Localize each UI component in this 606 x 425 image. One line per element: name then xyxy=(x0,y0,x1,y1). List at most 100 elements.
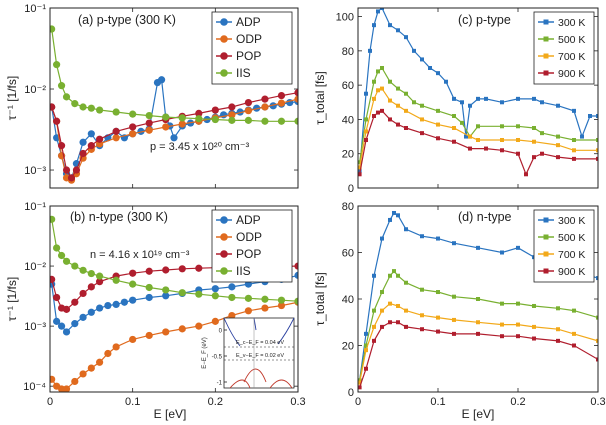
data-point-adp xyxy=(96,304,104,312)
data-point-iis xyxy=(244,116,252,124)
data-point-pop xyxy=(129,123,137,131)
data-point-500-k xyxy=(572,308,576,313)
data-point-700-k xyxy=(436,122,440,127)
data-point-900-k xyxy=(452,139,456,144)
legend-label-700-k: 700 K xyxy=(558,51,585,63)
density-annotation: n = 4.16 x 10¹⁹ cm⁻³ xyxy=(90,249,190,261)
data-point-odp xyxy=(211,317,219,325)
data-point-pop xyxy=(178,265,186,273)
data-point-900-k xyxy=(380,108,384,113)
data-point-300-k xyxy=(452,241,456,246)
data-point-500-k xyxy=(572,138,576,142)
y-tick-label: 0 xyxy=(348,183,354,195)
data-point-900-k xyxy=(376,110,380,115)
data-point-900-k xyxy=(404,126,408,130)
data-point-odp xyxy=(195,322,203,330)
y-tick-label: 10⁻³ xyxy=(24,321,46,333)
data-point-odp xyxy=(178,325,186,333)
data-point-900-k xyxy=(596,156,598,161)
y-tick-label: 10⁻⁴ xyxy=(23,381,46,393)
inset-band-line xyxy=(243,368,267,383)
data-point-500-k xyxy=(532,126,536,130)
data-point-300-k xyxy=(588,114,592,118)
inset-label-conduction: E_c−E_F = 0.04 eV xyxy=(236,340,284,346)
data-point-500-k xyxy=(556,134,560,139)
data-point-pop xyxy=(50,103,56,111)
data-point-700-k xyxy=(396,303,400,308)
legend-swatch-marker-700-k xyxy=(543,53,549,59)
data-point-pop xyxy=(50,275,56,283)
data-point-500-k xyxy=(392,269,396,274)
density-annotation: p = 3.45 x 10²⁰ cm⁻³ xyxy=(150,141,250,153)
y-tick-label: 40 xyxy=(342,294,354,306)
y-axis-label: τ_total [fs] xyxy=(313,272,327,325)
data-point-700-k xyxy=(476,138,480,142)
data-point-300-k xyxy=(396,213,400,218)
data-point-900-k xyxy=(532,155,536,160)
data-point-500-k xyxy=(460,120,464,125)
data-point-500-k xyxy=(388,273,392,278)
legend-label-500-k: 500 K xyxy=(558,34,585,46)
data-point-adp xyxy=(62,328,71,336)
data-point-500-k xyxy=(500,124,504,129)
data-point-300-k xyxy=(464,134,468,139)
inset-y-tick-label: -0.5 xyxy=(212,355,223,361)
data-point-adp xyxy=(170,134,178,142)
inset-band-line xyxy=(229,379,251,389)
data-point-iis xyxy=(162,286,170,294)
data-point-iis xyxy=(79,266,87,274)
legend-swatch-marker-300-k xyxy=(543,217,549,223)
data-point-iis xyxy=(228,293,236,302)
data-point-iis xyxy=(96,106,104,114)
data-point-pop xyxy=(87,142,95,150)
y-tick-label: 60 xyxy=(342,248,354,260)
data-point-500-k xyxy=(364,343,368,348)
legend-swatch-marker-700-k xyxy=(543,251,549,257)
y-tick-label: 80 xyxy=(342,201,354,213)
data-point-700-k xyxy=(476,320,480,325)
data-point-700-k xyxy=(376,88,380,93)
data-point-300-k xyxy=(476,96,480,101)
data-point-500-k xyxy=(540,131,544,136)
data-point-odp xyxy=(112,134,120,142)
data-point-adp xyxy=(253,104,261,112)
y-axis-label: τ⁻¹ [1/fs] xyxy=(5,277,19,321)
data-point-700-k xyxy=(380,86,384,91)
data-point-iis xyxy=(211,115,219,124)
data-point-adp xyxy=(79,138,87,146)
data-point-odp xyxy=(129,130,137,138)
data-point-500-k xyxy=(380,66,384,70)
data-point-900-k xyxy=(372,338,376,343)
x-tick-label: 0.1 xyxy=(125,396,140,408)
data-point-odp xyxy=(244,107,252,115)
data-point-700-k xyxy=(500,138,504,142)
legend-swatch-marker-900-k xyxy=(543,268,549,274)
inset-frame xyxy=(223,317,295,389)
y-tick-label: 80 xyxy=(342,46,354,58)
data-point-300-k xyxy=(596,276,598,281)
data-point-pop xyxy=(53,117,61,125)
data-point-iis xyxy=(195,290,203,298)
data-point-900-k xyxy=(388,320,392,325)
data-point-300-k xyxy=(392,210,396,215)
data-point-900-k xyxy=(500,148,504,153)
data-point-odp xyxy=(277,301,286,310)
legend-swatch-marker-300-k xyxy=(543,19,549,25)
data-point-300-k xyxy=(420,234,424,239)
data-point-iis xyxy=(62,257,71,265)
legend-swatch-marker-adp xyxy=(220,216,228,224)
panel-title: (b) n-type (300 K) xyxy=(70,210,168,224)
data-point-iis xyxy=(112,108,120,116)
data-point-700-k xyxy=(388,98,392,103)
data-point-900-k xyxy=(556,338,560,343)
data-point-iis xyxy=(261,295,269,303)
data-point-300-k xyxy=(572,108,576,113)
panel-title: (d) n-type xyxy=(458,210,512,224)
data-point-500-k xyxy=(500,301,504,306)
data-point-500-k xyxy=(556,306,560,311)
data-point-700-k xyxy=(396,103,400,108)
data-point-500-k xyxy=(436,290,440,295)
data-point-300-k xyxy=(516,96,520,101)
data-point-pop xyxy=(195,109,203,118)
legend-swatch-marker-900-k xyxy=(543,70,549,76)
